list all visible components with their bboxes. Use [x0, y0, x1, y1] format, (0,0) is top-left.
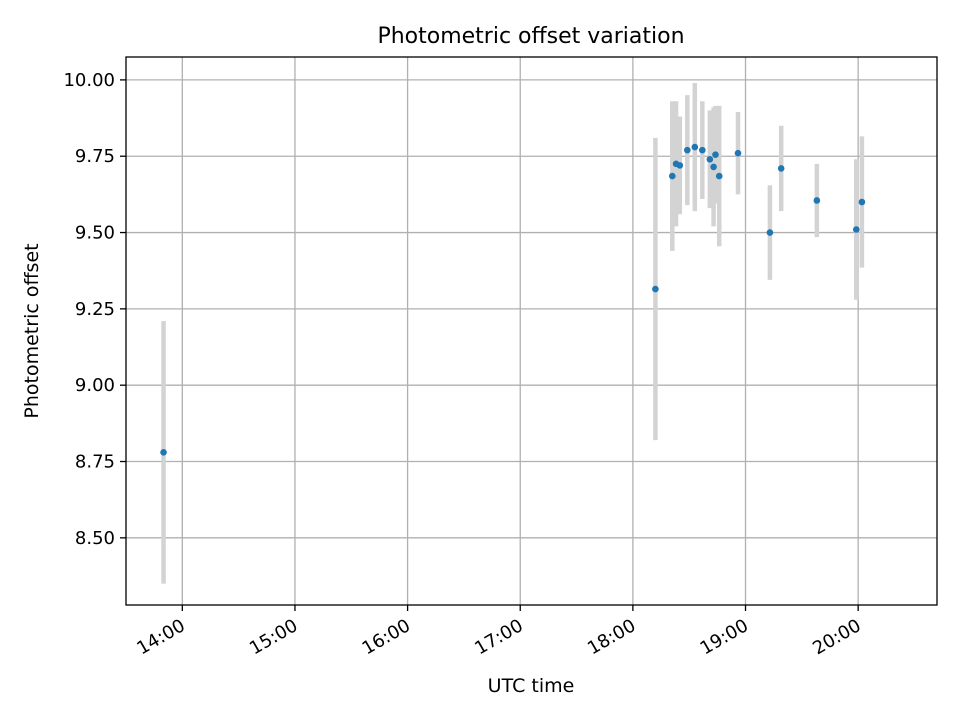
x-axis-label: UTC time: [488, 675, 575, 697]
y-tick-label: 9.50: [75, 223, 115, 244]
x-tick-label: 15:00: [246, 615, 301, 659]
data-point: [706, 155, 714, 163]
y-tick-label: 8.75: [75, 452, 115, 473]
x-tick-label: 17:00: [471, 615, 526, 659]
x-tick-label: 16:00: [359, 615, 414, 659]
y-axis-ticks: 8.50 8.75 9.00 9.25 9.50 9.75 10.00: [63, 70, 126, 549]
data-point: [813, 197, 821, 204]
y-axis-label: Photometric offset: [21, 243, 43, 418]
y-tick-label: 9.25: [75, 299, 115, 320]
data-point: [668, 172, 676, 180]
chart-title: Photometric offset variation: [377, 24, 684, 49]
data-point: [712, 151, 719, 158]
data-point: [777, 165, 785, 172]
data-point: [160, 449, 167, 456]
plot-frame: [125, 56, 938, 606]
data-point: [684, 146, 691, 154]
error-bars: [161, 82, 865, 584]
data-point: [710, 163, 717, 171]
data-point: [699, 146, 706, 154]
x-tick-label: 19:00: [697, 615, 752, 659]
y-tick-label: 10.00: [63, 70, 115, 91]
data-point: [858, 198, 866, 206]
data-point: [734, 149, 742, 157]
data-point: [691, 143, 699, 151]
data-point: [852, 226, 860, 233]
y-tick-label: 8.50: [75, 528, 115, 549]
y-tick-label: 9.00: [75, 375, 115, 396]
data-point: [715, 172, 723, 180]
x-tick-label: 14:00: [133, 615, 188, 659]
data-point: [676, 162, 684, 169]
grid: [126, 57, 937, 605]
x-tick-label: 20:00: [809, 615, 864, 659]
data-point: [652, 285, 659, 293]
x-axis-ticks: 14:00 15:00 16:00 17:00 18:00 19:00 20:00: [133, 605, 865, 659]
x-tick-label: 18:00: [584, 615, 639, 659]
data-point: [766, 229, 774, 236]
data-points: [160, 143, 866, 456]
y-tick-label: 9.75: [75, 146, 115, 167]
